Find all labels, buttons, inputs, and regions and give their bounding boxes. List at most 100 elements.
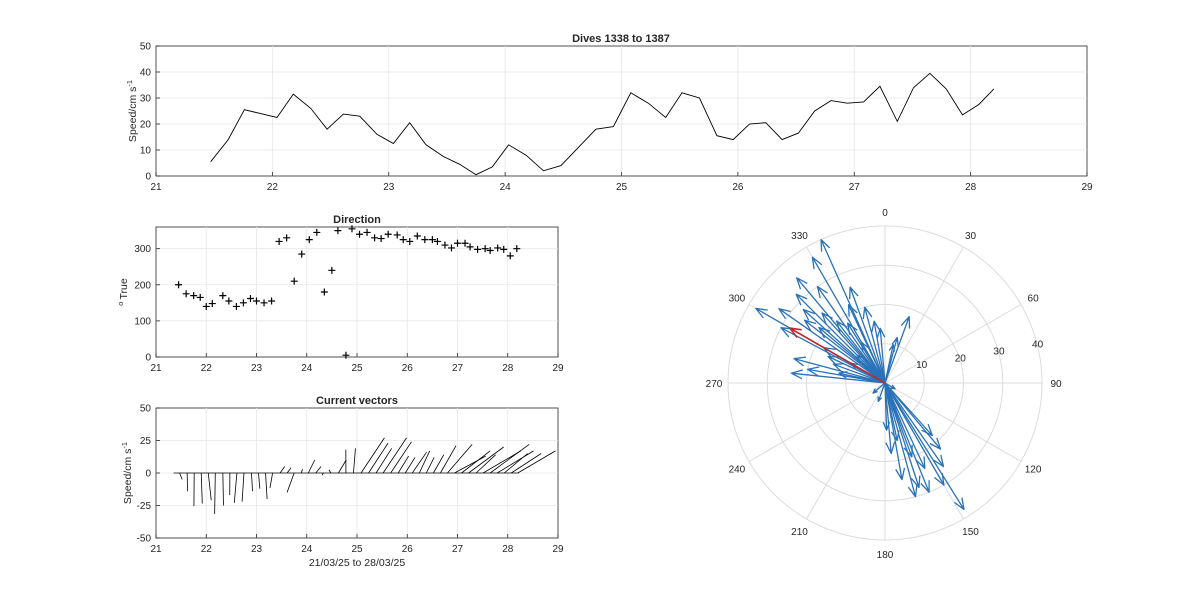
vectors-xlabel: 21/03/25 to 28/03/25: [309, 557, 405, 569]
polar-theta-label: 30: [965, 231, 977, 242]
direction-marker: [246, 295, 254, 302]
x-tick-label: 25: [616, 182, 628, 193]
current-vector-stick: [447, 444, 473, 474]
svg-text:Speed/cm s-1: Speed/cm s-1: [125, 80, 139, 142]
direction-ylabel-pre: o: [116, 302, 125, 306]
polar-theta-label: 300: [729, 294, 746, 305]
direction-marker: [182, 290, 190, 298]
direction-marker: [421, 236, 429, 244]
current-vector-stick: [179, 472, 183, 480]
x-tick-label: 25: [351, 363, 363, 374]
polar-theta-label: 150: [962, 527, 979, 538]
polar-current-arrow: [884, 382, 933, 437]
x-tick-label: 24: [301, 363, 313, 374]
polar-theta-label: 270: [706, 379, 723, 390]
direction-marker: [260, 299, 268, 307]
direction-marker: [298, 250, 306, 258]
x-tick-label: 26: [402, 544, 414, 555]
direction-marker: [494, 244, 502, 252]
direction-marker: [283, 234, 291, 242]
polar-current-arrow: [871, 320, 886, 384]
y-tick-label: 300: [134, 244, 151, 255]
polar-current-arrow: [827, 355, 886, 384]
current-vector-stick: [300, 468, 303, 474]
x-tick-label: 23: [251, 363, 263, 374]
vectors-title: Current vectors: [316, 395, 398, 407]
current-vector-stick: [411, 451, 427, 474]
current-vector-stick: [390, 441, 412, 474]
vectors-axes: 21 22 23 24 25 26 27 28 29 -50 -25 0 25 50 Current ve…: [120, 395, 564, 569]
polar-current-arrow: [882, 382, 891, 431]
current-vector-stick: [241, 472, 245, 502]
polar-current-arrow: [884, 382, 926, 470]
current-vector-stick: [328, 469, 332, 474]
y-tick-label: 20: [140, 120, 152, 131]
current-vector-stick: [360, 437, 385, 474]
current-vector-stick: [307, 459, 316, 474]
y-tick-label: 100: [134, 316, 151, 327]
x-tick-label: 24: [301, 544, 313, 555]
x-tick-label: 21: [150, 182, 162, 193]
direction-marker: [384, 230, 392, 238]
current-vector-stick: [368, 442, 389, 474]
polar-current-arrow: [884, 382, 918, 498]
direction-marker: [371, 234, 379, 242]
polar-current-arrow: [832, 363, 886, 384]
speed-title: Dives 1338 to 1387: [572, 33, 670, 45]
vectors-sticks: [179, 437, 556, 514]
direction-marker: [328, 266, 336, 274]
direction-marker: [208, 300, 216, 308]
x-tick-label: 28: [502, 544, 514, 555]
x-tick-label: 23: [383, 182, 395, 193]
direction-marker: [348, 225, 356, 233]
vectors-ylabel: Speed/cm s-1: [120, 442, 134, 504]
polar-current-arrow: [860, 341, 886, 384]
speed-axes: 21 22 23 24 25 26 27 28 29 0 10 20 30 40 50 Dives 1338…: [125, 33, 1093, 193]
direction-marker: [268, 297, 276, 305]
polar-current-arrow: [778, 308, 886, 384]
direction-marker: [377, 235, 385, 243]
current-vector-stick: [214, 472, 216, 514]
direction-marker: [334, 227, 342, 235]
polar-current-arrow: [884, 382, 965, 511]
direction-marker: [461, 239, 469, 247]
polar-current-arrow: [847, 304, 886, 384]
polar-r-label: 20: [955, 353, 967, 364]
speed-tick-labels: 21 22 23 24 25 26 27 28 29 0 10 20 30 40 50: [140, 42, 1093, 194]
polar-current-arrow: [818, 326, 886, 384]
current-vector-stick: [265, 472, 268, 500]
direction-marker: [466, 243, 474, 251]
polar-spoke: [806, 382, 886, 520]
y-tick-label: 30: [140, 94, 152, 105]
direction-marker: [441, 241, 449, 249]
polar-current-arrow: [884, 382, 897, 414]
direction-marker: [406, 237, 414, 245]
polar-current-arrow: [884, 382, 945, 468]
direction-marker: [363, 228, 371, 236]
direction-marker: [474, 245, 482, 253]
polar-current-arrow: [793, 356, 886, 384]
vectors-ylabel-text: Speed/cm s: [122, 449, 134, 504]
current-vector-stick: [382, 437, 407, 474]
speed-ylabel-sup: -1: [125, 80, 134, 87]
current-vector-stick: [251, 472, 253, 492]
direction-axes: 21 22 23 24 25 26 27 28 29 0 100 200 300 Direction o…: [116, 214, 564, 374]
current-vector-stick: [233, 472, 238, 503]
x-tick-label: 22: [201, 363, 213, 374]
direction-marker: [356, 230, 364, 238]
polar-r-label: 10: [916, 360, 928, 371]
direction-marker: [428, 236, 436, 244]
polar-current-arrow: [816, 285, 886, 384]
current-vector-stick: [321, 472, 324, 476]
direction-marker: [500, 245, 508, 253]
svg-text:Speed/cm s-1: Speed/cm s-1: [120, 442, 134, 504]
polar-current-arrow: [862, 306, 886, 384]
direction-marker: [454, 239, 461, 247]
y-tick-label: 40: [140, 68, 152, 79]
x-tick-label: 29: [552, 363, 564, 374]
direction-marker: [225, 297, 233, 305]
direction-marker: [506, 252, 514, 260]
polar-r-label: 30: [993, 347, 1005, 358]
direction-marker: [305, 236, 313, 244]
vectors-tick-labels: 21 22 23 24 25 26 27 28 29 -50 -25 0 25 50: [137, 404, 564, 556]
